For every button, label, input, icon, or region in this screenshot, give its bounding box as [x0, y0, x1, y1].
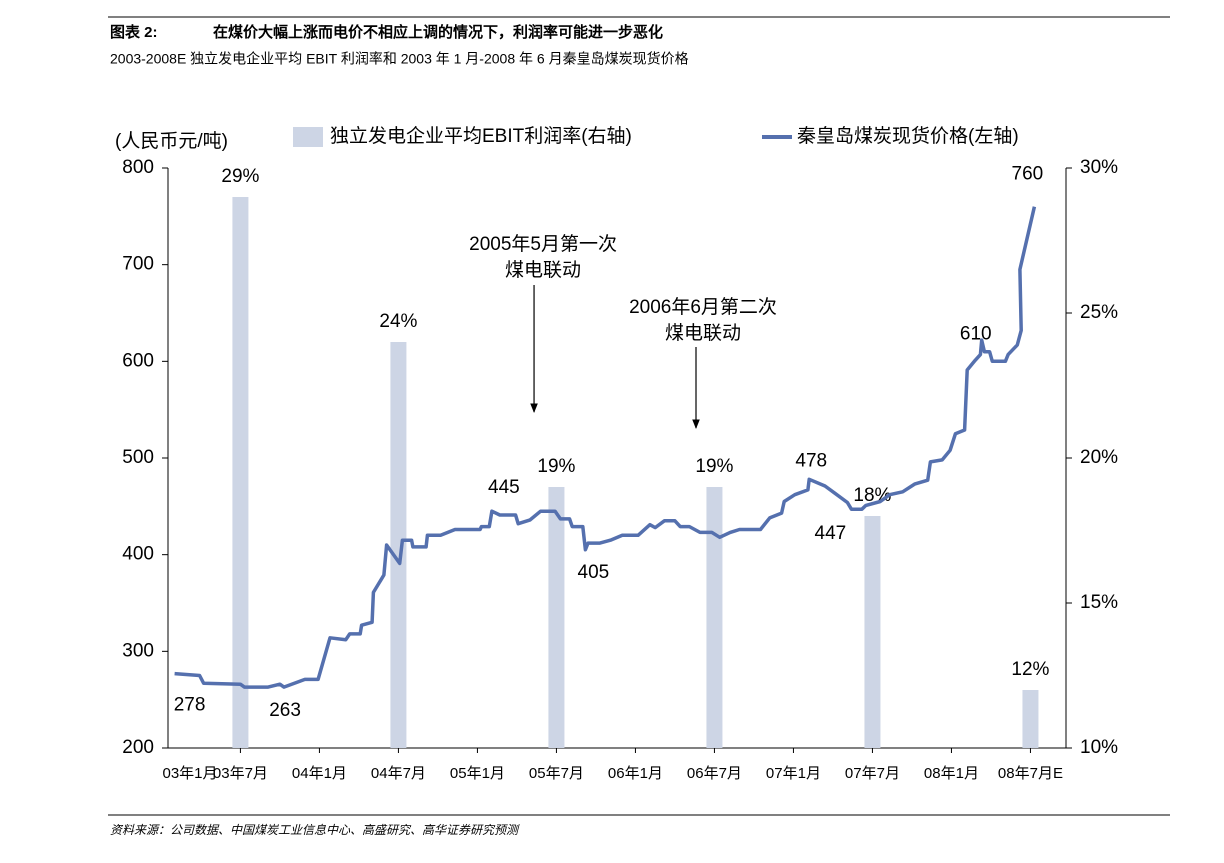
- figure-subtitle: 2003-2008E 独立发电企业平均 EBIT 利润率和 2003 年 1 月…: [110, 51, 689, 67]
- bar-value-label: 19%: [537, 456, 575, 477]
- point-label: 447: [815, 523, 847, 544]
- x-tick-label: 05年1月: [450, 765, 505, 782]
- x-tick-label: 06年1月: [608, 765, 663, 782]
- x-tick-label: 07年1月: [766, 765, 821, 782]
- bar-value-label: 29%: [221, 166, 259, 187]
- y-tick-label: 400: [122, 544, 154, 565]
- bar: [390, 342, 407, 748]
- x-tick-label: 06年7月: [687, 765, 742, 782]
- bar-value-label: 12%: [1011, 659, 1049, 680]
- y-tick-label: 300: [122, 640, 154, 661]
- y-tick-label: 500: [122, 447, 154, 468]
- bar: [232, 197, 249, 748]
- point-label: 405: [578, 562, 610, 583]
- legend-label: 独立发电企业平均EBIT利润率(右轴): [330, 125, 632, 147]
- legend-swatch: [293, 127, 323, 147]
- y2-tick-label: 25%: [1080, 302, 1118, 323]
- annotation-text: 2005年5月第一次: [469, 233, 617, 255]
- figure-label: 图表 2:: [110, 23, 158, 41]
- point-label: 610: [960, 324, 992, 345]
- y2-tick-label: 10%: [1080, 737, 1118, 758]
- bar: [1022, 690, 1039, 748]
- legend-label: 秦皇岛煤炭现货价格(左轴): [797, 125, 1019, 147]
- x-tick-label: 08年7月E: [998, 765, 1063, 782]
- y-tick-label: 800: [122, 157, 154, 178]
- price-line: [174, 206, 1037, 689]
- x-tick-label: 03年7月: [213, 765, 268, 782]
- y-tick-label: 600: [122, 350, 154, 371]
- x-tick-label: 05年7月: [529, 765, 584, 782]
- x-tick-label: 08年1月: [924, 765, 979, 782]
- annotation-text: 2006年6月第二次: [629, 296, 777, 318]
- y-tick-label: 700: [122, 254, 154, 275]
- bar: [706, 487, 723, 748]
- x-tick-label: 04年1月: [292, 765, 347, 782]
- point-label: 263: [269, 700, 301, 721]
- x-tick-label: 07年7月: [845, 765, 900, 782]
- annotation-text: 煤电联动: [665, 322, 741, 344]
- y-axis-title: (人民币元/吨): [115, 130, 228, 152]
- point-label: 278: [174, 695, 206, 716]
- y2-tick-label: 15%: [1080, 592, 1118, 613]
- point-label: 445: [488, 477, 520, 498]
- source-note: 资料来源：公司数据、中国煤炭工业信息中心、高盛研究、高华证券研究预测: [110, 823, 520, 837]
- y2-tick-label: 30%: [1080, 157, 1118, 178]
- point-label: 478: [795, 450, 827, 471]
- x-tick-label: 04年7月: [371, 765, 426, 782]
- y-tick-label: 200: [122, 737, 154, 758]
- bar-value-label: 24%: [379, 311, 417, 332]
- bar-value-label: 19%: [695, 456, 733, 477]
- annotation-text: 煤电联动: [505, 259, 581, 281]
- bar: [864, 516, 881, 748]
- x-tick-label: 03年1月: [162, 765, 217, 782]
- point-label: 760: [1012, 164, 1044, 185]
- bar: [548, 487, 565, 748]
- y2-tick-label: 20%: [1080, 447, 1118, 468]
- figure-title: 在煤价大幅上涨而电价不相应上调的情况下，利润率可能进一步恶化: [213, 23, 663, 41]
